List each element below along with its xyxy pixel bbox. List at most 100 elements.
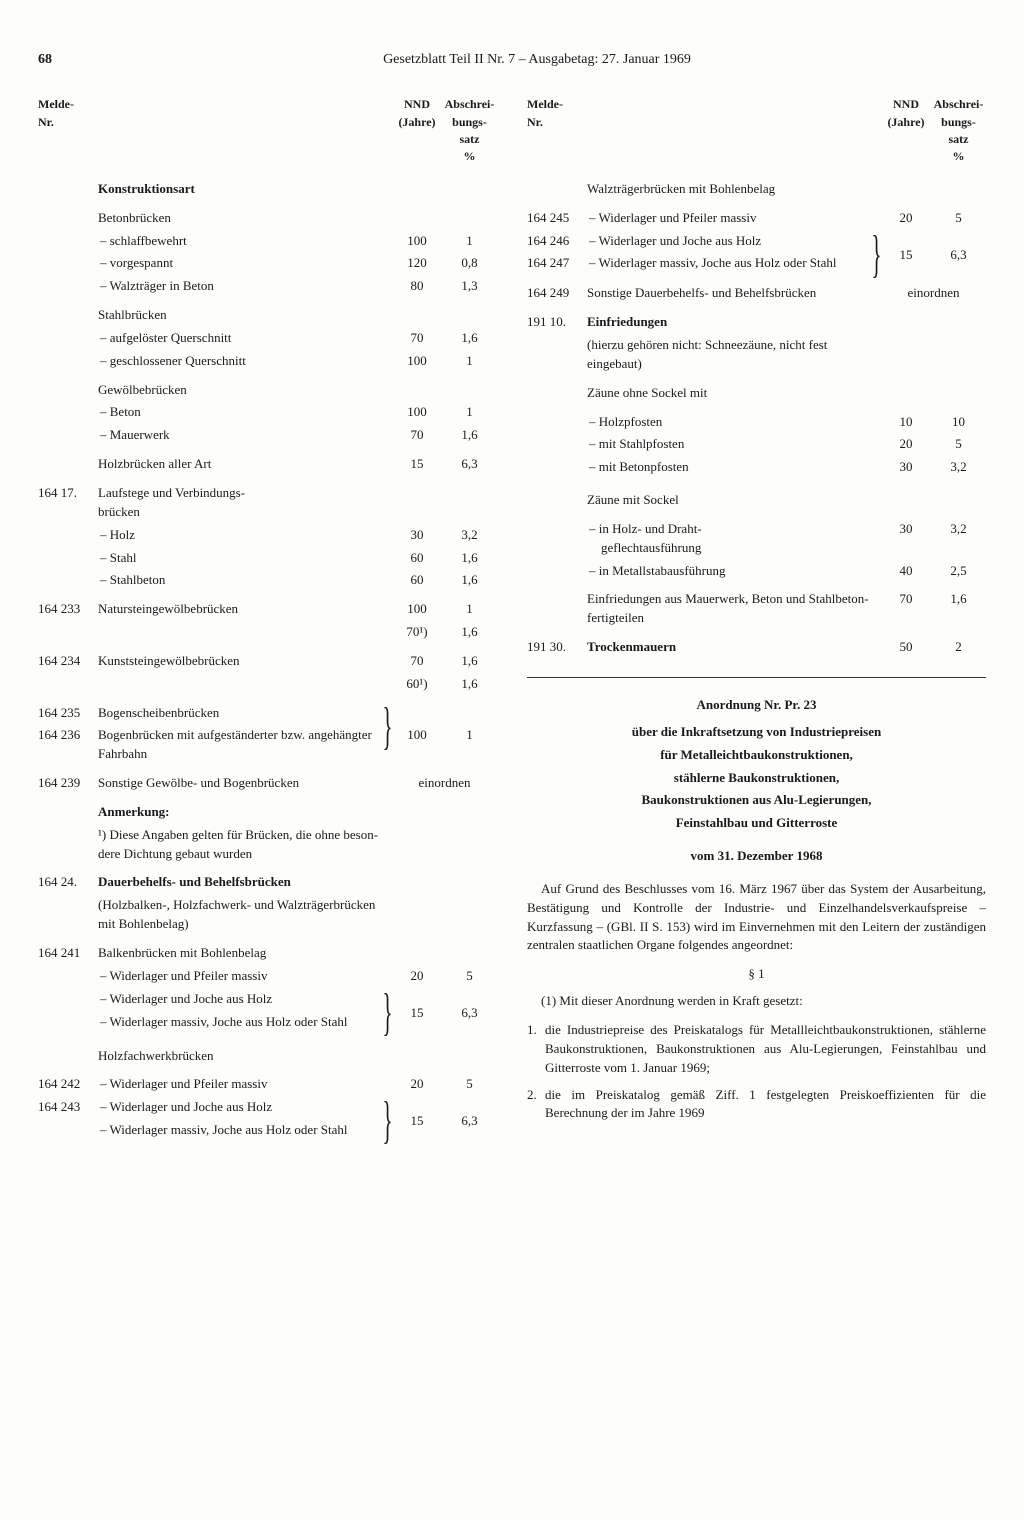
holzfachwerk: Holzfachwerkbrücken bbox=[98, 1047, 392, 1066]
page-number: 68 bbox=[38, 50, 88, 70]
ordinance-l3: stählerne Baukonstruktionen, bbox=[527, 769, 986, 788]
nr-164247: 164 247 bbox=[527, 254, 587, 273]
hdr-satz: Abschrei- bungs- satz % bbox=[442, 96, 497, 166]
nr-164234: 164 234 bbox=[38, 652, 98, 671]
section-mark: § 1 bbox=[527, 965, 986, 984]
row-wl-joche-holz: – Widerlager und Joche aus Holz bbox=[98, 990, 383, 1009]
hdr-melde: Melde- Nr. bbox=[38, 96, 98, 166]
ordinance-date: vom 31. Dezember 1968 bbox=[527, 847, 986, 866]
row-holzpfosten: – Holzpfosten bbox=[587, 413, 881, 432]
divider bbox=[527, 677, 986, 678]
nr-19110: 191 10. bbox=[527, 313, 587, 332]
zaeune-ohne: Zäune ohne Sockel mit bbox=[587, 384, 881, 403]
nr-19130: 191 30. bbox=[527, 638, 587, 657]
joche-group-2: 164 243– Widerlager und Joche aus Holz –… bbox=[38, 1098, 497, 1145]
row-walztraeger: – Walzträger in Beton bbox=[98, 277, 392, 296]
row-wl-pfeiler: – Widerlager und Pfeiler massiv bbox=[98, 967, 392, 986]
bogen-group: 164 235Bogenscheibenbrücken 164 236Bogen… bbox=[38, 704, 497, 769]
row-164249: Sonstige Dauerbehelfs- und Behelfsbrücke… bbox=[587, 284, 881, 303]
row-mauerwerk-r: Einfriedungen aus Mauerwerk, Beton und S… bbox=[587, 590, 881, 628]
anmerkung-t: ¹) Diese Angaben gelten für Brücken, die… bbox=[98, 826, 392, 864]
nr-164242: 164 242 bbox=[38, 1075, 98, 1094]
row-kunststein: Kunststeingewölbebrücken bbox=[98, 652, 392, 671]
nr-164235: 164 235 bbox=[38, 704, 98, 723]
row-geschlossen: – geschlossener Querschnitt bbox=[98, 352, 392, 371]
ordinance-l2: für Metalleichtbaukonstruktionen, bbox=[527, 746, 986, 765]
row-vorgespannt: – vorgespannt bbox=[98, 254, 392, 273]
ordinance-l5: Feinstahlbau und Gitterroste bbox=[527, 814, 986, 833]
page-header: 68 Gesetzblatt Teil II Nr. 7 – Ausgabeta… bbox=[38, 50, 986, 70]
brace-icon: } bbox=[383, 704, 393, 769]
row-metallstab: – in Metallstabausführung bbox=[587, 562, 881, 581]
stahlbruecken: Stahlbrücken bbox=[98, 306, 392, 325]
row-schlaffbewehrt: – schlaffbewehrt bbox=[98, 232, 392, 251]
hdr-nnd: NND (Jahre) bbox=[392, 96, 442, 166]
ordinance-item2: 2.die im Preiskatalog gemäß Ziff. 1 fest… bbox=[527, 1086, 986, 1124]
gewoelbe: Gewölbebrücken bbox=[98, 381, 392, 400]
joche-group-1: – Widerlager und Joche aus Holz – Widerl… bbox=[38, 990, 497, 1037]
nr-164241: 164 241 bbox=[38, 944, 98, 963]
konstruktionsart: Konstruktionsart bbox=[98, 180, 392, 199]
nr-164245: 164 245 bbox=[527, 209, 587, 228]
nr-164249: 164 249 bbox=[527, 284, 587, 303]
ordinance-l4: Baukonstruktionen aus Alu-Legierungen, bbox=[527, 791, 986, 810]
row-dauerbehelfs-sub: (Holzbalken-, Holzfachwerk- und Walzträg… bbox=[98, 896, 392, 934]
right-column: Melde- Nr. NND (Jahre) Abschrei- bungs- … bbox=[527, 96, 986, 1145]
ordinance-intro: (1) Mit dieser Anordnung werden in Kraft… bbox=[527, 992, 986, 1011]
row-164245: – Widerlager und Pfeiler massiv bbox=[587, 209, 881, 228]
hdr-melde-r: Melde- Nr. bbox=[527, 96, 587, 166]
row-164243: – Widerlager und Joche aus Holz bbox=[98, 1098, 383, 1117]
walztraeger-r: Walzträgerbrücken mit Bohlenbelag bbox=[587, 180, 881, 199]
row-trockenmauern: Trockenmauern bbox=[587, 638, 881, 657]
right-col-headers: Melde- Nr. NND (Jahre) Abschrei- bungs- … bbox=[527, 96, 986, 166]
ordinance-para1: Auf Grund des Beschlusses vom 16. März 1… bbox=[527, 880, 986, 955]
brace-icon: } bbox=[872, 232, 882, 279]
left-col-headers: Melde- Nr. NND (Jahre) Abschrei- bungs- … bbox=[38, 96, 497, 166]
row-holzbruecken: Holzbrücken aller Art bbox=[98, 455, 392, 474]
row-laufstege: Laufstege und Verbindungs- brücken bbox=[98, 484, 392, 522]
nr-164236: 164 236 bbox=[38, 726, 98, 745]
row-bottom-massiv: – Widerlager massiv, Joche aus Holz oder… bbox=[98, 1121, 383, 1140]
zaeune-mit: Zäune mit Sockel bbox=[587, 491, 881, 510]
anmerkung-h: Anmerkung: bbox=[98, 803, 392, 822]
page-title: Gesetzblatt Teil II Nr. 7 – Ausgabetag: … bbox=[88, 50, 986, 70]
row-beton: – Beton bbox=[98, 403, 392, 422]
nr-164243: 164 243 bbox=[38, 1098, 98, 1117]
row-bogenscheiben: Bogenscheibenbrücken bbox=[98, 704, 383, 723]
row-balken: Balkenbrücken mit Bohlenbelag bbox=[98, 944, 392, 963]
row-einfriedungen: Einfriedungen bbox=[587, 313, 881, 332]
row-betonpfosten: – mit Betonpfosten bbox=[587, 458, 881, 477]
nr-164239: 164 239 bbox=[38, 774, 98, 793]
row-holz-draht: – in Holz- und Draht- geflechtausführung bbox=[587, 520, 881, 558]
betonbruecken: Betonbrücken bbox=[98, 209, 392, 228]
row-aufgeloest: – aufgelöster Querschnitt bbox=[98, 329, 392, 348]
row-naturstein: Natursteingewölbebrücken bbox=[98, 600, 392, 619]
row-sonstige-gewoelbe: Sonstige Gewölbe- und Bogenbrücken bbox=[98, 774, 392, 793]
hdr-satz-r: Abschrei- bungs- satz % bbox=[931, 96, 986, 166]
row-dauerbehelfs: Dauerbehelfs- und Behelfsbrücken bbox=[98, 873, 392, 892]
nr-164246: 164 246 bbox=[527, 232, 587, 251]
row-holz: – Holz bbox=[98, 526, 392, 545]
row-einfriedungen-sub: (hierzu gehören nicht: Schneezäune, nich… bbox=[587, 336, 881, 374]
hdr-nnd-r: NND (Jahre) bbox=[881, 96, 931, 166]
brace-icon: } bbox=[383, 990, 393, 1037]
ordinance-l1: über die Inkraftsetzung von Industriepre… bbox=[527, 723, 986, 742]
row-164242: – Widerlager und Pfeiler massiv bbox=[98, 1075, 392, 1094]
row-stahlpfosten: – mit Stahlpfosten bbox=[587, 435, 881, 454]
nr-16417: 164 17. bbox=[38, 484, 98, 503]
joche-group-3: 164 246– Widerlager und Joche aus Holz 1… bbox=[527, 232, 986, 279]
ordinance-item1: 1.die Industriepreise des Preiskatalogs … bbox=[527, 1021, 986, 1078]
ordinance-title: Anordnung Nr. Pr. 23 bbox=[527, 696, 986, 715]
row-stahlbeton: – Stahlbeton bbox=[98, 571, 392, 590]
row-mauerwerk: – Mauerwerk bbox=[98, 426, 392, 445]
row-stahl: – Stahl bbox=[98, 549, 392, 568]
row-bogenbruecken: Bogenbrücken mit aufgeständerter bzw. an… bbox=[98, 726, 383, 764]
row-wl-massiv: – Widerlager massiv, Joche aus Holz oder… bbox=[98, 1013, 383, 1032]
content-columns: Melde- Nr. NND (Jahre) Abschrei- bungs- … bbox=[38, 96, 986, 1145]
nr-164233: 164 233 bbox=[38, 600, 98, 619]
row-164246: – Widerlager und Joche aus Holz bbox=[587, 232, 872, 251]
row-164247: – Widerlager massiv, Joche aus Holz oder… bbox=[587, 254, 872, 273]
brace-icon: } bbox=[383, 1098, 393, 1145]
nr-16424: 164 24. bbox=[38, 873, 98, 892]
left-column: Melde- Nr. NND (Jahre) Abschrei- bungs- … bbox=[38, 96, 497, 1145]
